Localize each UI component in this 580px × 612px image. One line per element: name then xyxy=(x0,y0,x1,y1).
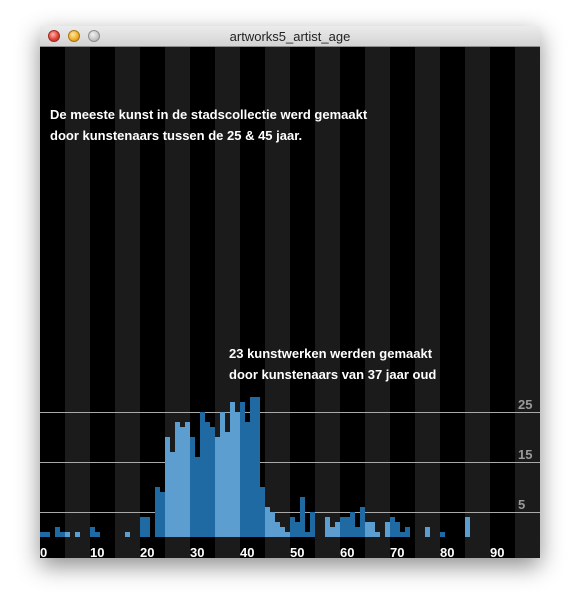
histogram-bar xyxy=(265,507,270,537)
histogram-bar xyxy=(365,522,370,537)
histogram-bar xyxy=(355,527,360,537)
histogram-bar xyxy=(190,437,195,537)
histogram-bar xyxy=(235,412,240,537)
histogram-bar xyxy=(250,397,255,537)
histogram-bar xyxy=(440,532,445,537)
background-stripe xyxy=(365,47,390,558)
histogram-bar xyxy=(465,517,470,537)
close-button[interactable] xyxy=(48,30,60,42)
histogram-bar xyxy=(170,452,175,537)
x-tick-label: 90 xyxy=(490,545,505,558)
background-stripe xyxy=(465,47,490,558)
gridline xyxy=(40,462,540,463)
histogram-bar xyxy=(400,532,405,537)
histogram-bar xyxy=(325,517,330,537)
x-tick-label: 20 xyxy=(140,545,155,558)
histogram-bar xyxy=(360,507,365,537)
window-title: artworks5_artist_age xyxy=(229,29,351,44)
title-bar[interactable]: artworks5_artist_age xyxy=(40,26,540,47)
x-tick-label: 0 xyxy=(40,545,48,558)
histogram-bar xyxy=(270,512,275,537)
histogram-bar xyxy=(55,527,60,537)
histogram-bar xyxy=(230,402,235,537)
histogram-bar xyxy=(125,532,130,537)
histogram-bar xyxy=(220,412,225,537)
x-tick-label: 10 xyxy=(90,545,105,558)
histogram-bar xyxy=(75,532,80,537)
histogram-bar xyxy=(330,527,335,537)
histogram-bar xyxy=(335,522,340,537)
histogram-bar xyxy=(260,487,265,537)
chart-annotation: 23 kunstwerken werden gemaakt door kunst… xyxy=(229,346,437,382)
histogram-bar xyxy=(255,397,260,537)
x-tick-label: 70 xyxy=(390,545,405,558)
histogram-bar xyxy=(290,517,295,537)
histogram-bar xyxy=(425,527,430,537)
gridline-label: 15 xyxy=(518,447,533,462)
histogram-bar xyxy=(200,412,205,537)
x-tick-label: 40 xyxy=(240,545,255,558)
gridline-label: 5 xyxy=(518,497,526,512)
histogram-bar xyxy=(240,402,245,537)
background-stripe xyxy=(265,47,290,558)
histogram-bar xyxy=(300,497,305,537)
x-tick-label: 60 xyxy=(340,545,355,558)
histogram-bar xyxy=(95,532,100,537)
histogram-bar xyxy=(210,427,215,537)
histogram-bar xyxy=(375,532,380,537)
background-stripe xyxy=(65,47,90,558)
chart-canvas: De meeste kunst in de stadscollectie wer… xyxy=(40,47,540,558)
histogram-bar xyxy=(45,532,50,537)
x-tick-label: 50 xyxy=(290,545,305,558)
histogram-bar xyxy=(280,527,285,537)
histogram-bar xyxy=(370,522,375,537)
histogram-bar xyxy=(285,532,290,537)
histogram-bar xyxy=(145,517,150,537)
histogram-bar xyxy=(180,427,185,537)
histogram-bar xyxy=(175,422,180,537)
x-tick-label: 80 xyxy=(440,545,455,558)
histogram-bar xyxy=(65,532,70,537)
histogram-bar xyxy=(245,422,250,537)
histogram-bar xyxy=(390,517,395,537)
histogram-bar xyxy=(275,522,280,537)
histogram-bar xyxy=(350,512,355,537)
histogram-bar xyxy=(345,517,350,537)
minimize-button[interactable] xyxy=(68,30,80,42)
histogram-bar xyxy=(140,517,145,537)
histogram-bar xyxy=(405,527,410,537)
gridline xyxy=(40,512,540,513)
histogram-bar xyxy=(215,437,220,537)
histogram-bar xyxy=(310,512,315,537)
histogram-bar xyxy=(385,522,390,537)
histogram-bar xyxy=(395,522,400,537)
background-stripe xyxy=(115,47,140,558)
histogram-bar xyxy=(165,437,170,537)
zoom-button[interactable] xyxy=(88,30,100,42)
background-stripe xyxy=(515,47,540,558)
histogram-bar xyxy=(155,487,160,537)
gridline-label: 25 xyxy=(518,397,533,412)
histogram-bar xyxy=(60,532,65,537)
histogram-bar xyxy=(90,527,95,537)
background-stripe xyxy=(315,47,340,558)
histogram-bar xyxy=(340,517,345,537)
chart-headline: De meeste kunst in de stadscollectie wer… xyxy=(50,107,368,143)
histogram-bar xyxy=(40,532,45,537)
histogram-bar xyxy=(205,422,210,537)
app-window: artworks5_artist_age De meeste kunst in … xyxy=(40,26,540,558)
histogram-bar xyxy=(225,432,230,537)
background-stripe xyxy=(415,47,440,558)
histogram-bar xyxy=(305,532,310,537)
histogram-bar xyxy=(295,522,300,537)
x-tick-label: 30 xyxy=(190,545,205,558)
gridline xyxy=(40,412,540,413)
histogram-bar xyxy=(185,422,190,537)
histogram-bar xyxy=(160,492,165,537)
histogram-bar xyxy=(195,457,200,537)
